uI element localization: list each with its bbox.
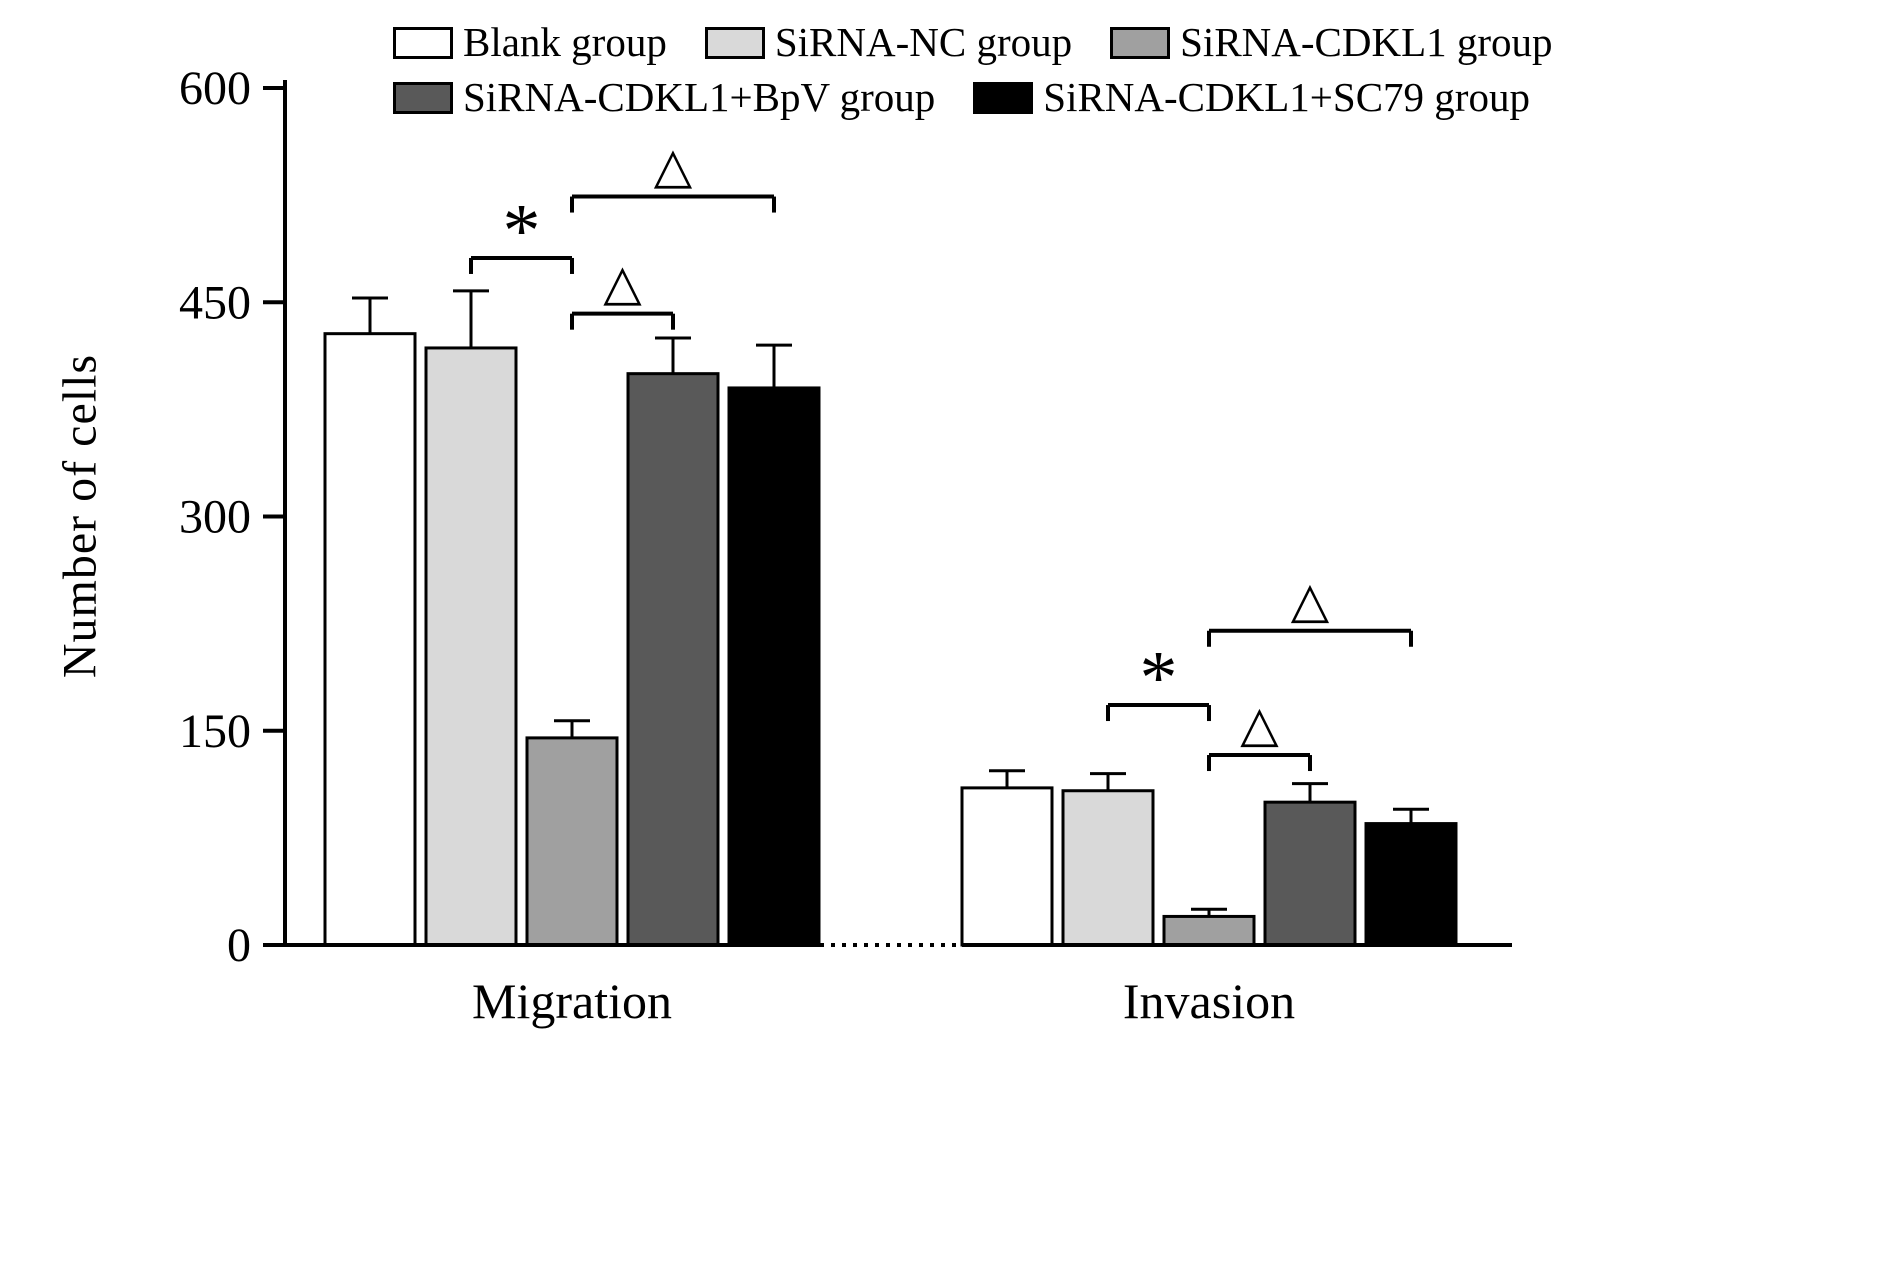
y-axis-title: Number of cells (53, 353, 107, 679)
bar-sirna-cdkl1-sc79-group-migration (727, 386, 821, 947)
legend-item-blank-group: Blank group (393, 22, 667, 63)
bar-blank-group-invasion (960, 786, 1054, 947)
legend: Blank group SiRNA-NC group SiRNA-CDKL1 gro… (393, 22, 1553, 132)
legend-label: SiRNA-CDKL1+SC79 group (1043, 74, 1530, 120)
legend-label: SiRNA-CDKL1 group (1180, 19, 1553, 65)
y-tick-label: 300 (179, 491, 251, 544)
significance-triangle: △ (654, 138, 693, 194)
y-tick-label: 600 (179, 62, 251, 115)
legend-swatch (704, 26, 765, 59)
bar-blank-group-migration (323, 332, 417, 947)
y-tick-label: 0 (227, 919, 251, 972)
y-tick-label: 450 (179, 276, 251, 329)
legend-label: Blank group (463, 19, 667, 65)
legend-swatch (1110, 26, 1171, 59)
legend-item-sirna-nc-group: SiRNA-NC group (704, 19, 1073, 65)
bar-sirna-cdkl1-group-migration (525, 736, 619, 947)
bar-sirna-cdkl1-group-invasion (1162, 914, 1256, 947)
significance-star: * (1140, 636, 1178, 720)
bar-sirna-cdkl1-sc79-group-invasion (1364, 822, 1458, 947)
significance-triangle: △ (603, 255, 642, 311)
legend-swatch (393, 81, 453, 114)
y-tick-label: 150 (179, 705, 251, 758)
bar-sirna-cdkl1-bpv-group-invasion (1263, 800, 1357, 947)
significance-star: * (503, 189, 541, 273)
bar-sirna-cdkl1-bpv-group-migration (626, 372, 720, 947)
legend-label: SiRNA-CDKL1+BpV group (463, 74, 936, 120)
bar-sirna-nc-group-migration (424, 346, 518, 947)
legend-row-1: Blank group SiRNA-NC group SiRNA-CDKL1 gro… (393, 22, 1553, 63)
legend-swatch (393, 26, 453, 59)
legend-label: SiRNA-NC group (774, 19, 1073, 65)
legend-row-2: SiRNA-CDKL1+BpV group SiRNA-CDKL1+SC79 gr… (393, 77, 1553, 118)
significance-triangle: △ (1291, 572, 1330, 628)
x-category-label-migration: Migration (472, 973, 672, 1029)
bar-sirna-nc-group-invasion (1061, 789, 1155, 947)
x-category-label-invasion: Invasion (1122, 973, 1296, 1029)
significance-triangle: △ (1240, 696, 1279, 752)
legend-item-sirna-cdkl1-sc79-group: SiRNA-CDKL1+SC79 group (973, 77, 1530, 118)
legend-item-sirna-cdkl1-group: SiRNA-CDKL1 group (1110, 19, 1553, 65)
legend-item-sirna-cdkl1-bpv-group: SiRNA-CDKL1+BpV group (393, 77, 935, 118)
legend-swatch (973, 81, 1034, 114)
